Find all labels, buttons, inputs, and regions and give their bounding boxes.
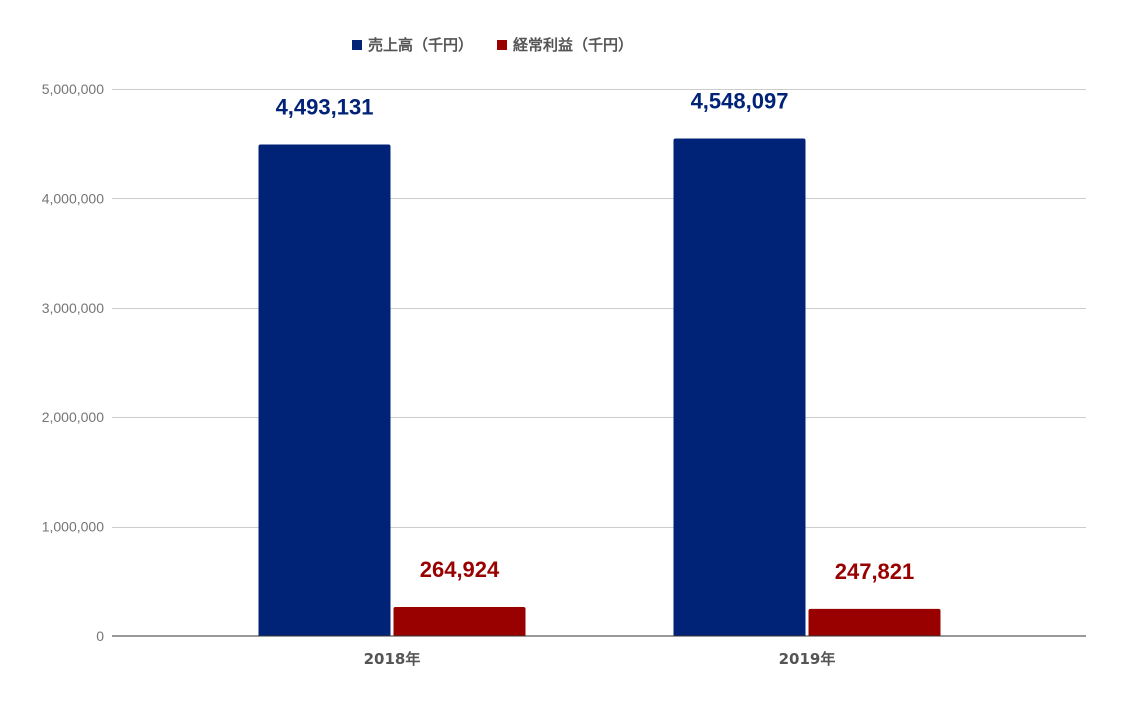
y-tick-label: 2,000,000 bbox=[42, 409, 104, 425]
gridlines bbox=[112, 89, 1086, 528]
legend: 売上高（千円） 経常利益（千円） bbox=[352, 36, 633, 54]
legend-label: 売上高（千円） bbox=[368, 36, 473, 54]
y-tick-label: 3,000,000 bbox=[42, 300, 104, 316]
data-label: 264,924 bbox=[420, 557, 500, 582]
bar-sales-0 bbox=[258, 144, 391, 636]
legend-swatch bbox=[497, 40, 507, 50]
bar-sales-1 bbox=[673, 138, 806, 637]
y-axis-tick-labels: 0 1,000,000 2,000,000 3,000,000 4,000,000 5,0… bbox=[42, 81, 105, 644]
legend-swatch bbox=[352, 40, 362, 50]
legend-label: 経常利益（千円） bbox=[513, 36, 633, 54]
y-tick-label: 4,000,000 bbox=[42, 190, 104, 206]
bar-ordinary-profit-1 bbox=[808, 608, 941, 636]
bars bbox=[258, 138, 941, 637]
x-tick-label: 2018年 bbox=[364, 650, 421, 668]
y-tick-label: 1,000,000 bbox=[42, 519, 104, 535]
bar-ordinary-profit-0 bbox=[393, 607, 526, 636]
y-tick-label: 5,000,000 bbox=[42, 81, 104, 97]
y-tick-label: 0 bbox=[96, 628, 104, 644]
data-label: 247,821 bbox=[835, 559, 915, 584]
x-tick-label: 2019年 bbox=[779, 650, 836, 668]
data-label: 4,493,131 bbox=[276, 94, 374, 119]
x-axis-category-labels: 2018年 2019年 bbox=[364, 650, 836, 668]
data-labels: 4,493,131 264,924 4,548,097 247,821 bbox=[276, 88, 915, 583]
data-label: 4,548,097 bbox=[691, 88, 789, 113]
